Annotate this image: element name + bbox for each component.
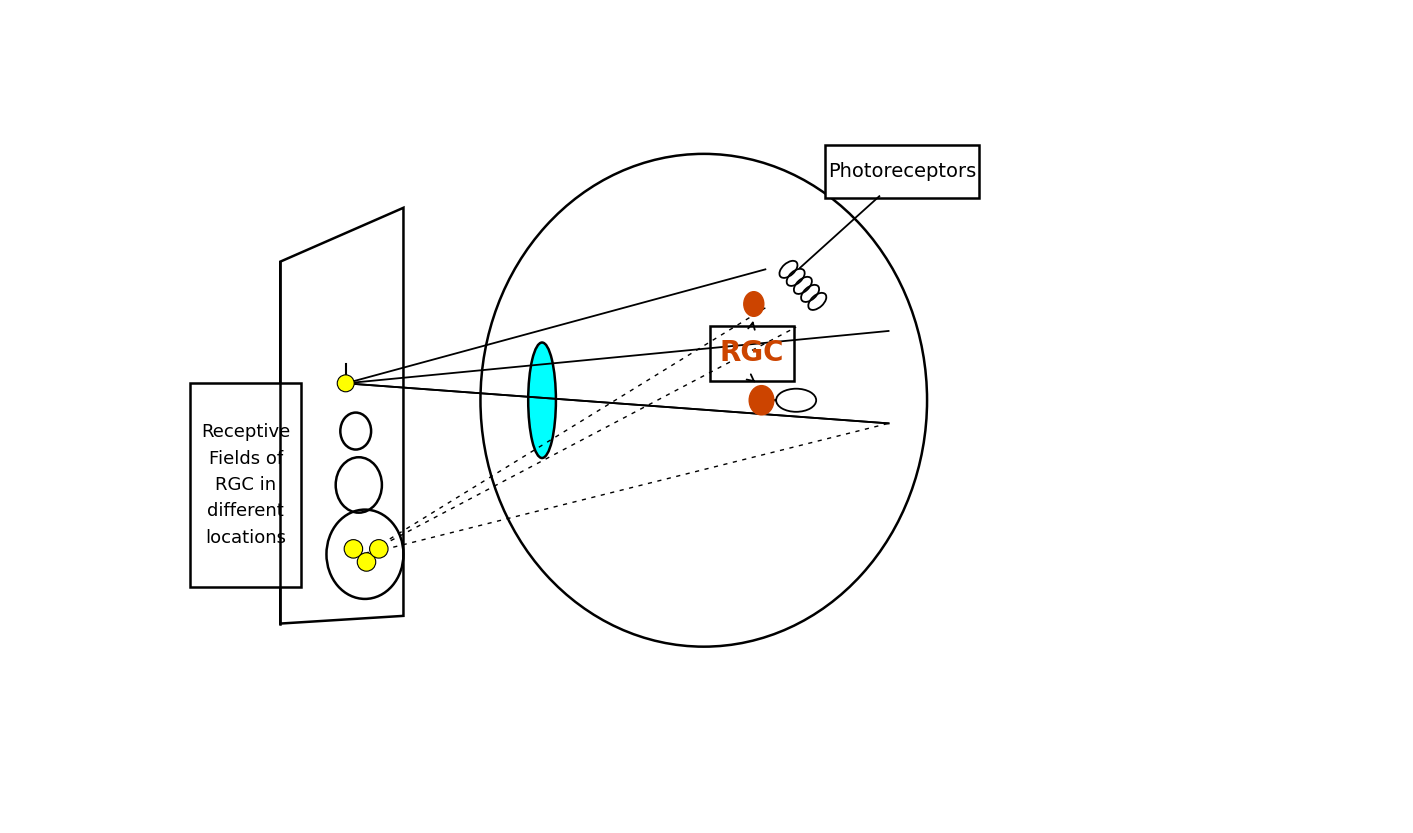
Ellipse shape xyxy=(776,389,817,412)
FancyBboxPatch shape xyxy=(709,326,794,381)
Text: RGC: RGC xyxy=(719,339,784,367)
Circle shape xyxy=(338,375,355,392)
Ellipse shape xyxy=(743,292,764,317)
Circle shape xyxy=(370,540,389,558)
Circle shape xyxy=(345,540,363,558)
Ellipse shape xyxy=(749,386,774,415)
FancyBboxPatch shape xyxy=(191,383,301,586)
Text: Photoreceptors: Photoreceptors xyxy=(828,162,976,181)
Text: Receptive
Fields of
RGC in
different
locations: Receptive Fields of RGC in different loc… xyxy=(201,423,290,546)
FancyBboxPatch shape xyxy=(825,145,979,197)
Ellipse shape xyxy=(528,342,555,458)
Circle shape xyxy=(357,553,376,571)
